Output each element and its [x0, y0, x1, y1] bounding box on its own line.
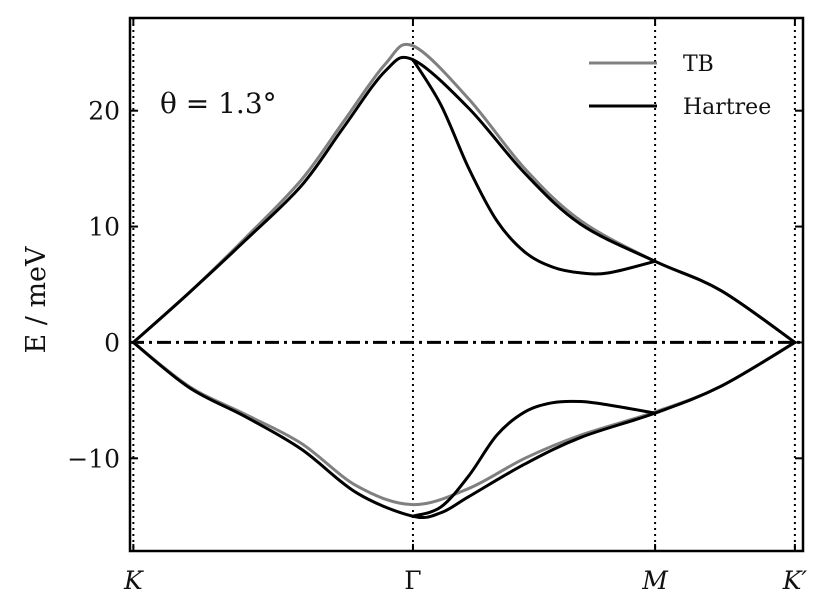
x-tick-label-1: Γ: [404, 566, 421, 595]
plot-layer: K Γ M K′ −10 0 10 20: [67, 18, 807, 595]
y-tick-label-2: 10: [88, 213, 120, 242]
x-tick-label-3: K′: [782, 566, 808, 595]
y-axis-label: E / meV: [21, 246, 52, 354]
y-tick-label-0: −10: [67, 444, 120, 473]
x-tick-label-2: M: [641, 566, 669, 595]
y-tick-label-1: 0: [104, 328, 120, 357]
plot-frame: [128, 16, 805, 553]
legend-label-tb: TB: [683, 52, 714, 77]
x-tick-label-0: K: [123, 566, 144, 595]
legend: TB Hartree: [589, 52, 771, 120]
y-tick-label-3: 20: [88, 97, 120, 126]
legend-label-hartree: Hartree: [683, 95, 771, 120]
series-hartree-lower-1: [131, 340, 797, 520]
theta-annotation: θ = 1.3°: [160, 87, 277, 120]
series-hartree-upper-2: [411, 58, 657, 276]
series-hartree-lower-2: [411, 399, 657, 518]
